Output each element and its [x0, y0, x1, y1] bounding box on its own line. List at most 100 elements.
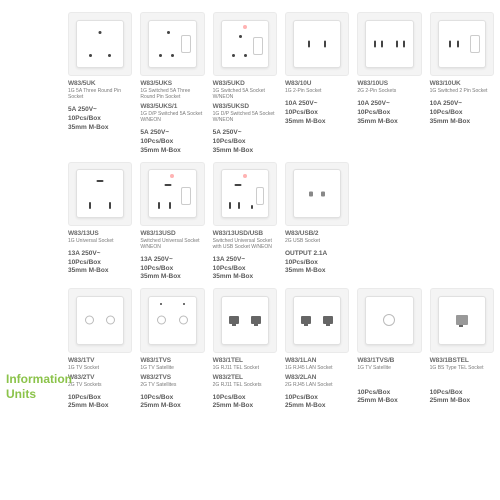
product-code: W83/1TVS — [140, 357, 204, 364]
product-desc: 1G BS Type TEL Socket — [430, 365, 494, 371]
product-code: W83/5UKS — [140, 80, 204, 87]
product-spec: 10Pcs/Box — [140, 265, 204, 274]
product-spec: 5A 250V~ — [68, 106, 132, 115]
product-code: W83/USB/2 — [285, 230, 349, 237]
product-desc: 1G Switched 5A Three Round Pin Socket — [140, 88, 204, 100]
product-code: W83/10US — [357, 80, 421, 87]
product-spec: 35mm M-Box — [285, 118, 349, 127]
product-desc-alt: 2G TV Sockets — [68, 382, 132, 388]
product-desc: 1G TV Satellite — [357, 365, 421, 371]
product-desc-alt: 1G D/P Switched 5A Socket W/NEON — [213, 111, 277, 123]
product-code-alt: W83/5UKSD — [213, 103, 277, 110]
row-indent — [6, 162, 60, 283]
row-indent — [6, 12, 60, 156]
product-desc: 1G RJ45 LAN Socket — [285, 365, 349, 371]
product-code-alt: W83/2LAN — [285, 374, 349, 381]
product-image — [430, 12, 494, 76]
product-desc: 1G 2-Pin Socket — [285, 88, 349, 94]
product-spec: 25mm M-Box — [285, 402, 349, 411]
product-desc: 1G 5A Three Round Pin Socket — [68, 88, 132, 100]
product-spec: 10A 250V~ — [357, 100, 421, 109]
product-spec: 10Pcs/Box — [68, 115, 132, 124]
product-item: W83/5UKS 1G Switched 5A Three Round Pin … — [140, 12, 204, 156]
product-item: W83/13USD/USB Switched Universal Socket … — [213, 162, 277, 283]
product-code: W83/1TEL — [213, 357, 277, 364]
product-image — [140, 288, 204, 352]
product-item: W83/10U 1G 2-Pin Socket 10A 250V~ 10Pcs/… — [285, 12, 349, 156]
product-image — [285, 288, 349, 352]
product-code: W83/1LAN — [285, 357, 349, 364]
product-item: W83/1TEL 1G RJ11 TEL Socket W83/2TEL 2G … — [213, 288, 277, 411]
section-title: Information Units — [6, 372, 72, 402]
product-spec: 35mm M-Box — [68, 267, 132, 276]
product-desc-alt: 2G RJ11 TEL Sockets — [213, 382, 277, 388]
product-image — [285, 162, 349, 226]
product-spec: 35mm M-Box — [213, 273, 277, 282]
product-desc: 2G 2-Pin Sockets — [357, 88, 421, 94]
product-spec: 35mm M-Box — [430, 118, 494, 127]
product-spec: 25mm M-Box — [140, 402, 204, 411]
product-image — [430, 288, 494, 352]
product-item: W83/1TV 1G TV Socket W83/2TV 2G TV Socke… — [68, 288, 132, 411]
product-spec: 10Pcs/Box — [285, 109, 349, 118]
product-code: W83/10UK — [430, 80, 494, 87]
product-code-alt: W83/2TVS — [140, 374, 204, 381]
product-spec: 5A 250V~ — [140, 129, 204, 138]
product-spec: 10A 250V~ — [430, 100, 494, 109]
product-image — [68, 162, 132, 226]
product-spec: 13A 250V~ — [140, 256, 204, 265]
product-spec: 25mm M-Box — [213, 402, 277, 411]
product-image — [140, 162, 204, 226]
product-spec: 5A 250V~ — [213, 129, 277, 138]
product-desc: 1G Switched 5A Socket W/NEON — [213, 88, 277, 100]
product-spec: 10Pcs/Box — [285, 259, 349, 268]
product-item: W83/1TVS/B 1G TV Satellite 10Pcs/Box 25m… — [357, 288, 421, 411]
product-code: W83/10U — [285, 80, 349, 87]
product-desc: 1G TV Socket — [68, 365, 132, 371]
product-spec: 10Pcs/Box — [430, 389, 494, 398]
product-item: W83/1TVS 1G TV Satellite W83/2TVS 2G TV … — [140, 288, 204, 411]
product-image — [357, 288, 421, 352]
product-spec: 10Pcs/Box — [430, 109, 494, 118]
product-spec: 13A 250V~ — [68, 250, 132, 259]
product-spec: 10Pcs/Box — [68, 259, 132, 268]
product-item: W83/10UK 1G Switched 2 Pin Socket 10A 25… — [430, 12, 494, 156]
product-spec: 10Pcs/Box — [213, 394, 277, 403]
product-code-alt: W83/2TV — [68, 374, 132, 381]
product-code: W83/5UKD — [213, 80, 277, 87]
product-spec: 35mm M-Box — [140, 273, 204, 282]
product-code: W83/1TVS/B — [357, 357, 421, 364]
product-spec: 35mm M-Box — [357, 118, 421, 127]
product-image — [140, 12, 204, 76]
product-spec: 25mm M-Box — [430, 397, 494, 406]
product-spec: 25mm M-Box — [68, 402, 132, 411]
product-desc: 2G USB Socket — [285, 238, 349, 244]
product-image — [213, 12, 277, 76]
section-title-line: Units — [6, 387, 72, 402]
product-item: W83/1BSTEL 1G BS Type TEL Socket 10Pcs/B… — [430, 288, 494, 411]
product-image — [68, 12, 132, 76]
product-item: W83/USB/2 2G USB Socket OUTPUT 2.1A 10Pc… — [285, 162, 349, 283]
product-spec: 10Pcs/Box — [68, 394, 132, 403]
product-desc: 1G Universal Socket — [68, 238, 132, 244]
product-item: W83/5UKD 1G Switched 5A Socket W/NEON W8… — [213, 12, 277, 156]
product-spec: 10Pcs/Box — [140, 394, 204, 403]
product-code: W83/5UK — [68, 80, 132, 87]
product-code: W83/1TV — [68, 357, 132, 364]
product-image — [213, 162, 277, 226]
product-image — [285, 12, 349, 76]
product-image — [213, 288, 277, 352]
product-spec: 10Pcs/Box — [213, 265, 277, 274]
product-row-2: W83/13US 1G Universal Socket 13A 250V~ 1… — [6, 162, 494, 283]
product-item: W83/1LAN 1G RJ45 LAN Socket W83/2LAN 2G … — [285, 288, 349, 411]
product-code: W83/13US — [68, 230, 132, 237]
product-spec: 35mm M-Box — [213, 147, 277, 156]
product-item: W83/5UK 1G 5A Three Round Pin Socket 5A … — [68, 12, 132, 156]
product-row-1: W83/5UK 1G 5A Three Round Pin Socket 5A … — [6, 12, 494, 156]
product-spec: 35mm M-Box — [285, 267, 349, 276]
product-image — [357, 12, 421, 76]
product-desc: 1G TV Satellite — [140, 365, 204, 371]
product-desc-alt: 2G TV Satellites — [140, 382, 204, 388]
product-desc: Switched Universal Socket W/NEON — [140, 238, 204, 250]
product-desc: Switched Universal Socket with USB Socke… — [213, 238, 277, 250]
